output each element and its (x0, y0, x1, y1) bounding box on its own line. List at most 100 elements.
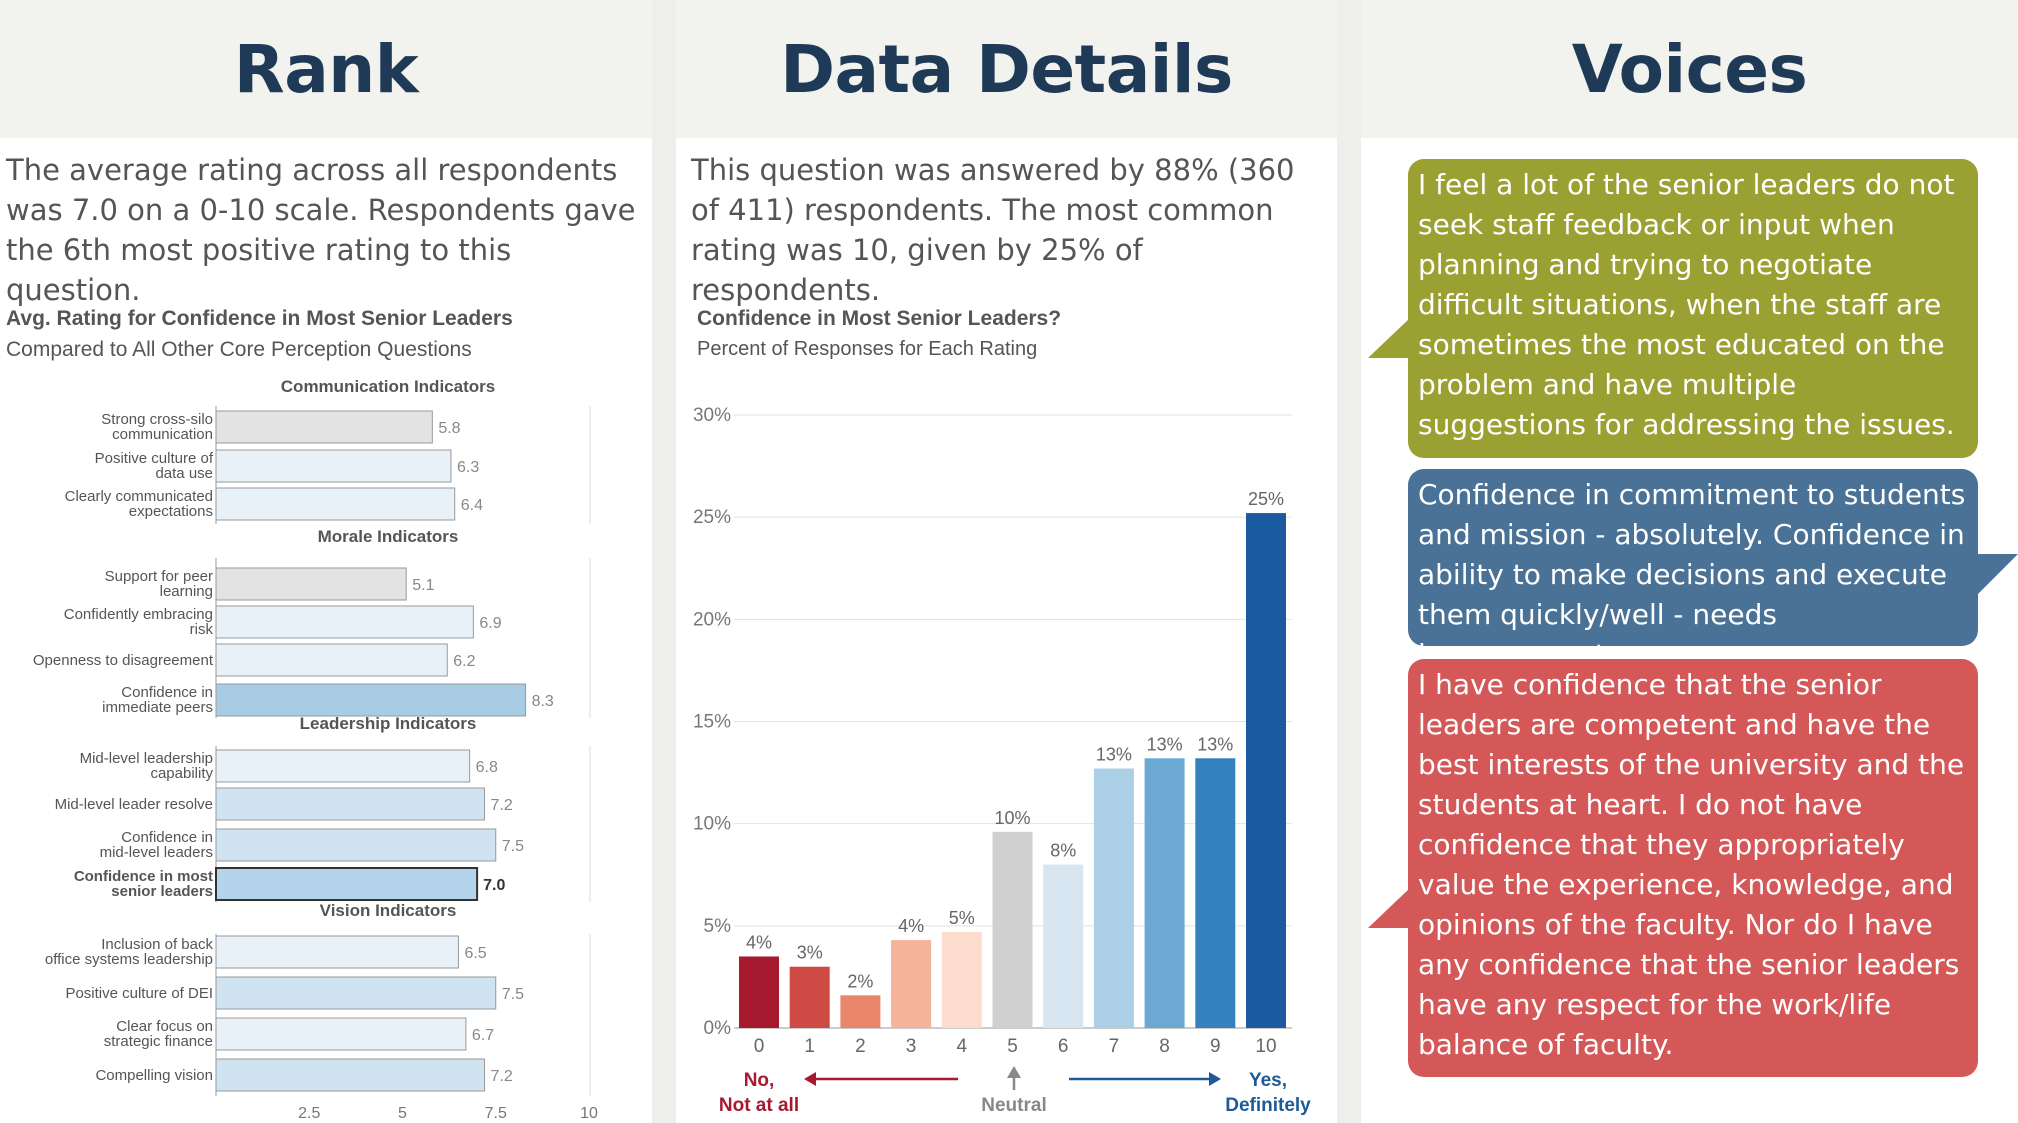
rank-group-heading: Vision Indicators (320, 901, 457, 920)
rank-bar-label: Clearly communicated expectations (65, 488, 213, 520)
distribution-bar (1195, 758, 1236, 1028)
distribution-y-tick: 30% (693, 405, 731, 426)
quote-bubble-2: Confidence in commitment to students and… (1408, 469, 1978, 671)
quote-bubble-1: I feel a lot of the senior leaders do no… (1408, 159, 1978, 458)
rank-bar-label: Confidently embracing risk (64, 606, 214, 638)
rank-bar-value: 5.8 (438, 420, 460, 437)
scale-high-arrowhead (1209, 1072, 1221, 1086)
rank-x-tick: 5 (398, 1105, 407, 1122)
distribution-y-tick: 20% (693, 609, 731, 630)
distribution-data-label: 2% (847, 971, 873, 991)
distribution-title: Confidence in Most Senior Leaders? (697, 307, 1061, 330)
rank-bar (215, 1017, 467, 1051)
scale-high-label: Yes, (1249, 1070, 1287, 1091)
rank-bar-label: Compelling vision (95, 1067, 213, 1084)
rank-bar (215, 787, 486, 821)
distribution-x-tick: 8 (1159, 1036, 1170, 1057)
rank-bar-value: 5.1 (412, 577, 434, 594)
details-title: Data Details (780, 30, 1233, 108)
distribution-y-tick: 25% (693, 507, 731, 528)
rank-bar-label: Mid-level leader resolve (55, 796, 213, 813)
rank-bar (215, 487, 456, 521)
rank-group-heading: Morale Indicators (318, 527, 459, 546)
rank-chart: Avg. Rating for Confidence in Most Senio… (6, 307, 598, 1122)
rank-bar-value: 6.9 (479, 615, 501, 632)
rank-chart-subtitle: Compared to All Other Core Perception Qu… (6, 338, 472, 361)
scale-low-arrowhead (804, 1072, 816, 1086)
distribution-bar (840, 995, 881, 1028)
quote-1-tail (1368, 318, 1410, 358)
rank-bar-value: 6.2 (453, 653, 475, 670)
details-header: Data Details (676, 0, 1337, 138)
distribution-x-tick: 9 (1210, 1036, 1221, 1057)
rank-bar-value: 8.3 (532, 693, 554, 710)
rank-bar-label: Positive culture of DEI (65, 985, 213, 1002)
rank-bar-label: Openness to disagreement (33, 652, 214, 669)
distribution-bar (1043, 864, 1084, 1028)
distribution-y-tick: 15% (693, 712, 731, 733)
rank-bar-label: Positive culture of data use (95, 450, 214, 482)
rank-bar (215, 976, 497, 1010)
rank-summary: The average rating across all respondent… (6, 153, 636, 307)
scale-mid-arrowhead (1007, 1066, 1021, 1078)
rank-bar-label: Clear focus on strategic finance (104, 1018, 213, 1050)
distribution-data-label: 13% (1197, 734, 1233, 754)
distribution-x-tick: 5 (1007, 1036, 1018, 1057)
distribution-x-tick: 6 (1058, 1036, 1069, 1057)
rank-panel: Rank The average rating across all respo… (0, 0, 652, 1123)
distribution-data-label: 10% (994, 808, 1030, 828)
rank-bar (215, 605, 474, 639)
rank-header: Rank (0, 0, 652, 138)
rank-bar-value: 6.5 (464, 945, 486, 962)
distribution-subtitle: Percent of Responses for Each Rating (697, 338, 1037, 360)
rank-x-tick: 7.5 (485, 1105, 507, 1122)
scale-low-label-2: Not at all (719, 1095, 799, 1116)
rank-bar-value: 6.8 (476, 759, 498, 776)
distribution-bar (739, 956, 779, 1028)
rank-x-tick: 2.5 (298, 1105, 320, 1122)
rank-bar (215, 1058, 486, 1092)
rank-bar-label: Strong cross-silo communication (101, 411, 213, 443)
distribution-chart: Confidence in Most Senior Leaders? Percen… (693, 307, 1311, 1116)
rank-bar-label: Confidence in most senior leaders (74, 868, 213, 900)
scale-mid-label: Neutral (981, 1095, 1046, 1116)
rank-bar (215, 567, 407, 601)
quote-bubble-3: I have confidence that the senior leader… (1408, 659, 1978, 1077)
rank-bar-value: 6.7 (472, 1027, 494, 1044)
rank-bar-label: Support for peer learning (105, 568, 213, 600)
rank-chart-title: Avg. Rating for Confidence in Most Senio… (6, 307, 513, 330)
distribution-x-tick: 4 (957, 1036, 968, 1057)
rank-bar-value: 7.0 (483, 877, 505, 894)
rank-bar-value: 6.4 (461, 497, 483, 514)
distribution-data-label: 8% (1050, 841, 1076, 861)
distribution-x-tick: 2 (855, 1036, 866, 1057)
rank-bar-label: Mid-level leadership capability (80, 750, 214, 782)
quote-1-text: I feel a lot of the senior leaders do no… (1418, 168, 1955, 441)
quote-3-text: I have confidence that the senior leader… (1418, 668, 1965, 1061)
distribution-x-tick: 1 (804, 1036, 815, 1057)
rank-bar (215, 410, 433, 444)
distribution-x-tick: 7 (1109, 1036, 1120, 1057)
details-summary: This question was answered by 88% (360 o… (691, 153, 1295, 307)
rank-title: Rank (233, 30, 419, 108)
distribution-x-tick: 3 (906, 1036, 917, 1057)
distribution-data-label: 25% (1248, 489, 1284, 509)
rank-bar-value: 7.2 (491, 797, 513, 814)
rank-bar (215, 867, 479, 901)
scale-high-label-2: Definitely (1225, 1095, 1311, 1116)
distribution-data-label: 4% (898, 916, 924, 936)
distribution-x-tick: 0 (754, 1036, 765, 1057)
distribution-x-tick: 10 (1255, 1036, 1276, 1057)
distribution-bar (789, 966, 830, 1028)
rank-bar-label: Confidence in immediate peers (102, 684, 213, 716)
distribution-data-label: 5% (949, 908, 975, 928)
rank-bar (215, 683, 527, 717)
distribution-bar (941, 931, 982, 1028)
distribution-bar (1246, 513, 1286, 1028)
rank-bar-label: Confidence in mid-level leaders (100, 829, 213, 861)
rank-bar (215, 449, 452, 483)
distribution-bar (1144, 758, 1185, 1028)
rank-x-tick: 10 (580, 1105, 598, 1122)
distribution-y-tick: 10% (693, 814, 731, 835)
distribution-bar (891, 940, 932, 1028)
